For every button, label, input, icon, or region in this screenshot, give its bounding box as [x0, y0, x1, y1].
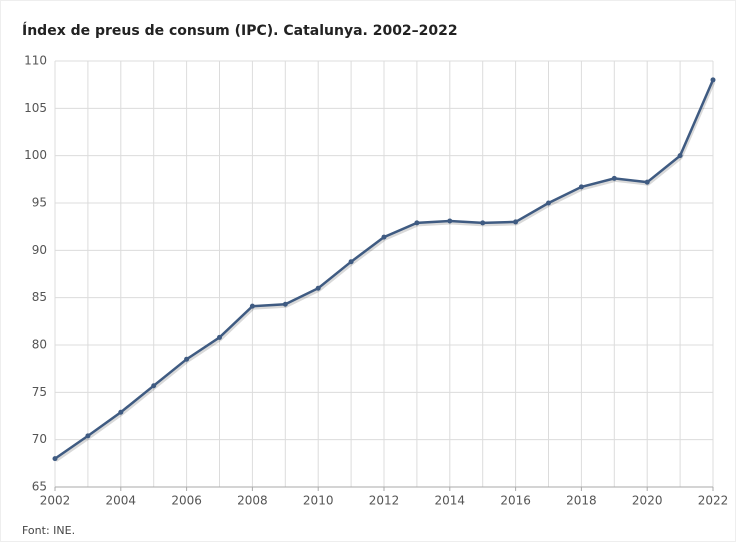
point: [546, 200, 551, 206]
point: [249, 303, 255, 309]
chart-title: Índex de preus de consum (IPC). Cataluny…: [22, 22, 458, 39]
point: [381, 234, 387, 240]
point: [118, 409, 124, 415]
y-tick-label: 95: [32, 196, 47, 210]
point: [513, 219, 519, 225]
point: [151, 383, 157, 389]
y-tick-label: 80: [32, 338, 47, 352]
y-tick-label: 70: [32, 432, 47, 446]
point: [447, 218, 453, 224]
point: [578, 184, 584, 190]
y-tick-label: 100: [24, 148, 47, 162]
point: [710, 77, 716, 83]
point: [282, 301, 288, 307]
y-tick-label: 85: [32, 290, 47, 304]
point: [414, 220, 420, 226]
point: [184, 356, 190, 362]
point: [315, 285, 321, 291]
x-tick-label: 2022: [698, 494, 729, 508]
point: [217, 334, 222, 340]
point: [611, 175, 617, 181]
point: [480, 220, 486, 226]
point: [85, 433, 91, 439]
y-tick-label: 75: [32, 385, 47, 399]
x-tick-label: 2002: [40, 494, 71, 508]
y-tick-label: 90: [32, 243, 47, 257]
source-note: Font: INE.: [22, 524, 75, 537]
x-tick-label: 2016: [500, 494, 531, 508]
y-tick-label: 110: [24, 54, 47, 68]
y-tick-label: 105: [24, 101, 47, 115]
y-tick-label: 65: [32, 480, 47, 494]
x-tick-label: 2012: [369, 494, 400, 508]
x-tick-label: 2008: [237, 494, 268, 508]
point: [677, 153, 683, 159]
x-tick-label: 2020: [632, 494, 663, 508]
x-tick-label: 2006: [171, 494, 202, 508]
point: [52, 456, 58, 462]
point: [348, 259, 354, 265]
point: [644, 179, 650, 185]
x-tick-label: 2014: [435, 494, 466, 508]
x-tick-label: 2004: [106, 494, 137, 508]
x-tick-label: 2018: [566, 494, 597, 508]
x-tick-label: 2010: [303, 494, 334, 508]
